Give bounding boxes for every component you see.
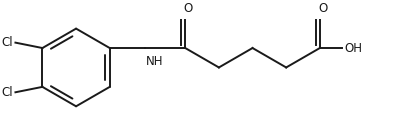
Text: NH: NH (145, 55, 163, 68)
Text: O: O (183, 2, 192, 15)
Text: O: O (317, 2, 326, 15)
Text: Cl: Cl (2, 36, 13, 49)
Text: OH: OH (343, 42, 361, 55)
Text: Cl: Cl (2, 86, 13, 99)
